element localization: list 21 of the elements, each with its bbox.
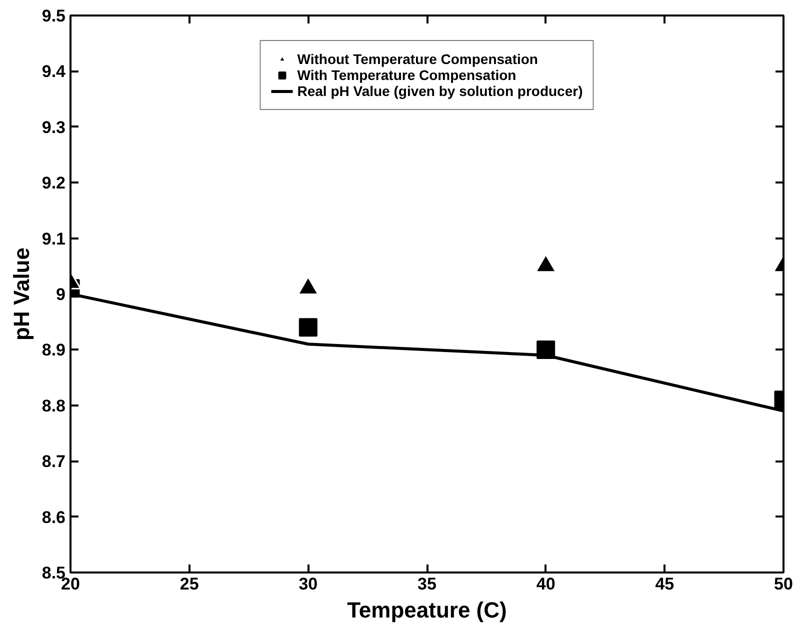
x-tick-label: 50 xyxy=(774,574,793,594)
y-tick-label: 9 xyxy=(56,285,66,304)
y-tick-label: 8.6 xyxy=(42,508,66,527)
x-tick-label: 35 xyxy=(418,574,436,594)
y-axis-title: pH Value xyxy=(8,248,34,340)
legend-label: Without Temperature Compensation xyxy=(297,51,538,67)
y-tick-label: 8.9 xyxy=(42,340,66,360)
legend-label: With Temperature Compensation xyxy=(297,67,516,83)
x-axis-title: Tempeature (C) xyxy=(347,598,507,622)
y-tick-label: 8.7 xyxy=(42,452,66,472)
x-tick-label: 25 xyxy=(180,574,199,594)
y-tick-label: 9.5 xyxy=(42,6,66,26)
y-tick-label: 9.2 xyxy=(42,174,66,193)
y-tick-label: 9.4 xyxy=(42,62,66,82)
y-tick-label: 9.3 xyxy=(42,118,66,137)
x-tick-label: 45 xyxy=(655,574,674,594)
legend-label: Real pH Value (given by solution producer) xyxy=(297,83,583,99)
x-tick-label: 40 xyxy=(536,574,556,594)
x-tick-label: 30 xyxy=(298,574,318,594)
y-tick-label: 8.8 xyxy=(42,396,66,416)
y-tick-label: 9.1 xyxy=(42,229,66,248)
